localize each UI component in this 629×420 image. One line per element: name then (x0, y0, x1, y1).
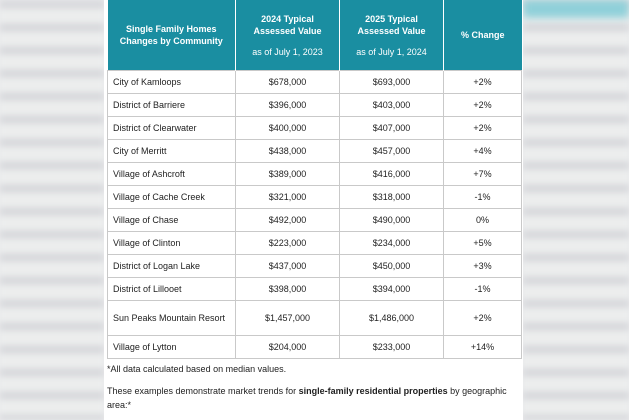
header-community: Single Family Homes Changes by Community (107, 0, 236, 71)
value-2025-cell: $490,000 (339, 208, 444, 232)
table-row: Village of Clinton $223,000 $234,000 +5% (107, 231, 522, 255)
community-cell: Village of Clinton (107, 231, 236, 255)
value-2025-cell: $233,000 (339, 335, 444, 359)
value-2025-cell: $394,000 (339, 277, 444, 301)
blurred-background-accent (523, 0, 629, 18)
table-row: Village of Chase $492,000 $490,000 0% (107, 208, 522, 232)
community-cell: Sun Peaks Mountain Resort (107, 300, 236, 336)
value-2025-cell: $457,000 (339, 139, 444, 163)
change-cell: -1% (443, 277, 522, 301)
value-2024-cell: $438,000 (235, 139, 340, 163)
trend-text-start: These examples demonstrate market trends… (107, 386, 299, 396)
assessment-table: Single Family Homes Changes by Community… (107, 0, 522, 359)
value-2024-cell: $678,000 (235, 70, 340, 94)
assessment-panel: Single Family Homes Changes by Community… (104, 0, 523, 420)
header-2024-value: 2024 Typical Assessed Value as of July 1… (235, 0, 340, 71)
value-2025-cell: $407,000 (339, 116, 444, 140)
value-2024-cell: $437,000 (235, 254, 340, 278)
value-2024-cell: $1,457,000 (235, 300, 340, 336)
community-cell: Village of Ashcroft (107, 162, 236, 186)
value-2024-cell: $398,000 (235, 277, 340, 301)
value-2024-cell: $396,000 (235, 93, 340, 117)
value-2025-cell: $693,000 (339, 70, 444, 94)
community-cell: City of Kamloops (107, 70, 236, 94)
change-cell: +2% (443, 70, 522, 94)
blurred-background-right (523, 0, 629, 420)
table-body: City of Kamloops $678,000 $693,000 +2% Distr… (107, 70, 522, 359)
table-row: Village of Lytton $204,000 $233,000 +14% (107, 335, 522, 359)
change-cell: 0% (443, 208, 522, 232)
table-row: District of Barriere $396,000 $403,000 +2% (107, 93, 522, 117)
change-cell: +2% (443, 116, 522, 140)
trend-text-bold: single-family residential properties (298, 386, 448, 396)
value-2025-cell: $1,486,000 (339, 300, 444, 336)
trend-text-end: by geographic area:* (107, 386, 507, 410)
value-2025-cell: $234,000 (339, 231, 444, 255)
header-2025-date: as of July 1, 2024 (356, 46, 427, 57)
value-2024-cell: $389,000 (235, 162, 340, 186)
value-2024-cell: $492,000 (235, 208, 340, 232)
value-2024-cell: $223,000 (235, 231, 340, 255)
trend-paragraph: These examples demonstrate market trends… (107, 384, 521, 412)
table-row: City of Merritt $438,000 $457,000 +4% (107, 139, 522, 163)
community-cell: Village of Lytton (107, 335, 236, 359)
change-cell: +3% (443, 254, 522, 278)
header-change-label: % Change (460, 30, 505, 40)
community-cell: City of Merritt (107, 139, 236, 163)
footnote: *All data calculated based on median val… (107, 364, 287, 374)
table-row: Village of Ashcroft $389,000 $416,000 +7% (107, 162, 522, 186)
value-2024-cell: $400,000 (235, 116, 340, 140)
value-2025-cell: $416,000 (339, 162, 444, 186)
header-2025-label: 2025 Typical Assessed Value (357, 13, 426, 36)
table-row: District of Clearwater $400,000 $407,000 +2… (107, 116, 522, 140)
table-row: Sun Peaks Mountain Resort $1,457,000 $1,48… (107, 300, 522, 336)
community-cell: District of Clearwater (107, 116, 236, 140)
value-2024-cell: $204,000 (235, 335, 340, 359)
value-2024-cell: $321,000 (235, 185, 340, 209)
community-cell: District of Barriere (107, 93, 236, 117)
notes: *All data calculated based on median val… (107, 362, 521, 412)
header-2025-value: 2025 Typical Assessed Value as of July 1… (339, 0, 444, 71)
blurred-background-left (0, 0, 104, 420)
change-cell: +5% (443, 231, 522, 255)
change-cell: +2% (443, 300, 522, 336)
community-cell: Village of Cache Creek (107, 185, 236, 209)
community-cell: District of Logan Lake (107, 254, 236, 278)
change-cell: +7% (443, 162, 522, 186)
change-cell: +14% (443, 335, 522, 359)
change-cell: +4% (443, 139, 522, 163)
change-cell: +2% (443, 93, 522, 117)
header-2024-label: 2024 Typical Assessed Value (253, 13, 322, 36)
community-cell: District of Lillooet (107, 277, 236, 301)
header-2024-date: as of July 1, 2023 (252, 46, 323, 57)
table-row: City of Kamloops $678,000 $693,000 +2% (107, 70, 522, 94)
header-community-label: Single Family Homes Changes by Community (119, 24, 223, 46)
table-row: District of Lillooet $398,000 $394,000 -1% (107, 277, 522, 301)
table-row: Village of Cache Creek $321,000 $318,000 -1… (107, 185, 522, 209)
table-header: Single Family Homes Changes by Community… (107, 0, 522, 71)
value-2025-cell: $318,000 (339, 185, 444, 209)
table-row: District of Logan Lake $437,000 $450,000 +3… (107, 254, 522, 278)
value-2025-cell: $450,000 (339, 254, 444, 278)
change-cell: -1% (443, 185, 522, 209)
value-2025-cell: $403,000 (339, 93, 444, 117)
header-percent-change: % Change (443, 0, 522, 71)
community-cell: Village of Chase (107, 208, 236, 232)
